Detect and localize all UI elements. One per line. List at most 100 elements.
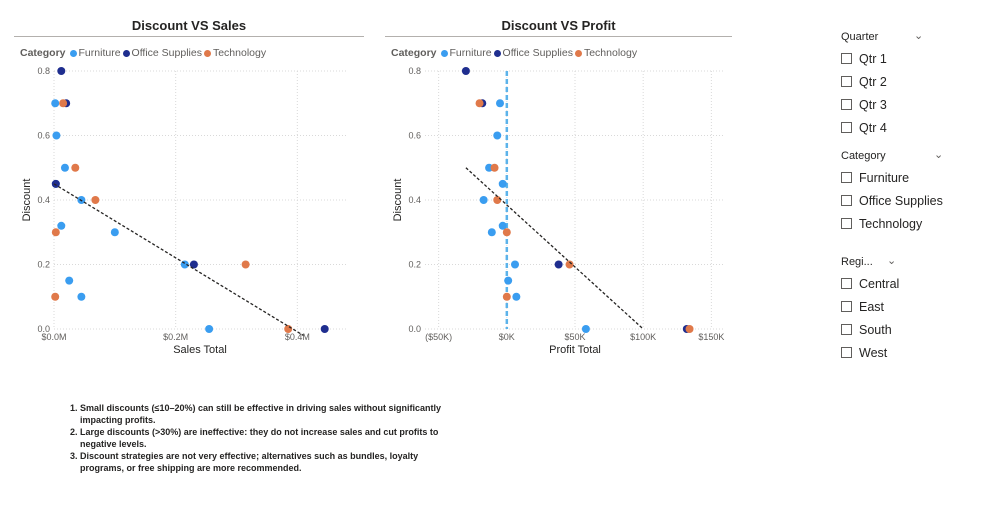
slicer-item-office-supplies[interactable]: Office Supplies [841,189,943,212]
quarter-slicer: Quarter ⌄ Qtr 1 Qtr 2 Qtr 3 Qtr 4 [841,30,923,139]
slicer-item-label: Office Supplies [859,193,943,208]
data-point[interactable] [498,179,507,188]
data-point[interactable] [71,163,80,172]
data-point[interactable] [475,99,484,108]
data-point[interactable] [493,131,502,140]
legend-item-technology[interactable]: Technology [203,47,266,59]
checkbox[interactable] [841,301,852,312]
data-point[interactable] [498,221,507,230]
slicer-item-label: East [859,299,885,314]
slicer-item-label: Technology [859,216,923,231]
slicer-item-qtr2[interactable]: Qtr 2 [841,70,887,93]
data-point[interactable] [51,99,60,108]
checkbox[interactable] [841,195,852,206]
data-point[interactable] [565,260,574,269]
data-point[interactable] [241,260,250,269]
checkbox[interactable] [841,53,852,64]
slicer-title: Category [841,150,886,162]
checkbox[interactable] [841,76,852,87]
insight-item: Large discounts (>30%) are ineffective: … [80,426,447,450]
scatter-plot-profit[interactable]: 0.0 0.2 0.4 0.6 0.8 ($50K) $0K $50K $100K $150K Pr… [385,12,732,372]
slicer-item-technology[interactable]: Technology [841,212,943,235]
data-point[interactable] [65,276,74,285]
data-point[interactable] [479,196,488,204]
trend-line [53,183,304,337]
checkbox[interactable] [841,99,852,110]
checkbox[interactable] [841,278,852,289]
data-point[interactable] [502,292,511,301]
data-point[interactable] [511,260,519,269]
scatter-plot-sales[interactable]: 0.0 0.2 0.4 0.6 0.8 $0.0M $0.2M $0.4M Sales Tota… [14,12,364,372]
data-point[interactable] [110,228,119,237]
data-point[interactable] [581,325,590,333]
legend-item-furniture[interactable]: Furniture [440,47,492,59]
data-point[interactable] [51,179,60,188]
slicer-item-qtr4[interactable]: Qtr 4 [841,116,887,139]
data-point[interactable] [284,325,293,333]
y-tick-label: 0.0 [37,324,50,334]
data-point[interactable] [60,163,69,172]
data-point[interactable] [554,260,563,269]
chart-title: Discount VS Sales [131,18,247,33]
data-point[interactable] [57,221,66,230]
y-tick-label: 0.8 [408,66,421,76]
data-point[interactable] [487,228,496,237]
furniture-swatch [69,49,77,57]
checkbox[interactable] [841,324,852,335]
data-point[interactable] [490,163,499,172]
slicer-title: Quarter [841,31,879,43]
data-point[interactable] [51,292,60,301]
data-point[interactable] [512,292,521,301]
title-divider [385,36,732,37]
discount-vs-sales-chart: Discount VS Sales Category Furniture Off… [14,12,364,372]
insights-list: Small discounts (≤10–20%) can still be e… [62,402,447,474]
data-point[interactable] [205,325,214,333]
slicer-title: Regi... [841,256,873,268]
slicer-item-qtr3[interactable]: Qtr 3 [841,93,887,116]
data-point[interactable] [502,228,511,237]
data-point[interactable] [91,196,100,204]
x-tick-label: ($50K) [425,332,452,342]
y-tick-label: 0.2 [408,260,421,270]
slicer-item-qtr1[interactable]: Qtr 1 [841,47,887,70]
data-point[interactable] [685,325,694,333]
legend-label: Furniture [78,47,121,59]
slicer-item-furniture[interactable]: Furniture [841,166,943,189]
checkbox[interactable] [841,122,852,133]
legend-item-furniture[interactable]: Furniture [69,47,121,59]
slicer-item-label: Central [859,276,900,291]
data-point[interactable] [504,276,513,285]
checkbox[interactable] [841,172,852,183]
data-point[interactable] [59,99,68,108]
slicer-item-central[interactable]: Central [841,272,899,295]
office-supplies-swatch [493,49,501,57]
data-point[interactable] [461,67,470,75]
legend-item-office-supplies[interactable]: Office Supplies [122,47,202,59]
chevron-down-icon[interactable]: ⌄ [914,30,924,42]
trend-line [465,167,644,330]
data-point[interactable] [57,67,66,75]
slicer-item-south[interactable]: South [841,318,899,341]
data-point[interactable] [52,131,61,140]
data-point[interactable] [51,228,60,237]
chevron-down-icon[interactable]: ⌄ [934,149,944,161]
data-point[interactable] [493,196,502,204]
checkbox[interactable] [841,218,852,229]
legend-item-technology[interactable]: Technology [574,47,637,59]
x-tick-label: $0.4M [285,332,310,342]
data-point[interactable] [77,292,86,301]
data-point[interactable] [320,325,329,333]
data-point[interactable] [496,99,504,108]
chart-legend: Category Furniture Office Supplies Techn… [391,47,639,59]
x-tick-label: $0.0M [41,332,66,342]
slicer-item-west[interactable]: West [841,341,899,364]
discount-vs-profit-chart: Discount VS Profit Category Furniture Of… [385,12,732,372]
chevron-down-icon[interactable]: ⌄ [887,255,897,267]
checkbox[interactable] [841,347,852,358]
data-point[interactable] [189,260,198,269]
legend-item-office-supplies[interactable]: Office Supplies [493,47,573,59]
slicer-item-east[interactable]: East [841,295,899,318]
technology-swatch [574,49,582,57]
slicer-item-label: Furniture [859,170,910,185]
y-tick-label: 0.4 [37,195,50,205]
